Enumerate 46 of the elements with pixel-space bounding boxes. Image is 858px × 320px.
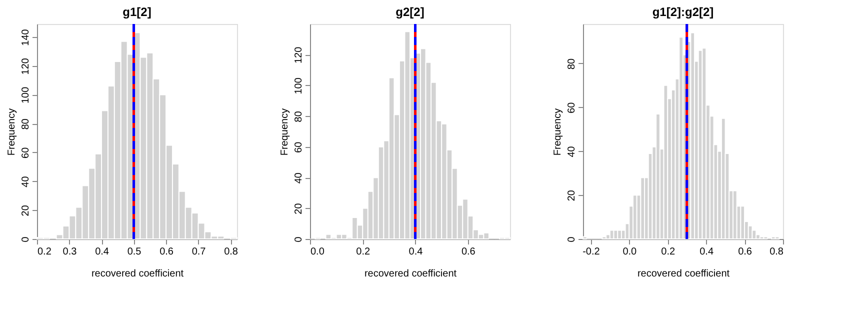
y-axis-title: Frequency [552, 108, 564, 156]
x-tick-label: 0.8 [770, 246, 784, 258]
y-tick-label: 20 [566, 190, 578, 202]
x-tick-label: 0.4 [700, 246, 714, 258]
chart-title: g1[2] [122, 4, 152, 19]
x-axis-title: recovered coefficient [637, 268, 730, 280]
y-tick-label: 20 [294, 202, 304, 214]
y-tick-label: 100 [20, 86, 32, 104]
chart-title: g2[2] [396, 4, 424, 19]
y-tick-label: 0 [566, 236, 578, 242]
x-tick-label: 0.5 [127, 246, 142, 258]
x-tick-label: 0.8 [224, 246, 238, 258]
x-axis-title: recovered coefficient [364, 268, 457, 280]
x-tick-label: 0.6 [160, 246, 174, 258]
x-tick-label: 0.6 [738, 246, 752, 258]
x-tick-label: 0.2 [661, 246, 676, 258]
y-tick-label: 80 [294, 110, 304, 122]
y-tick-label: 60 [294, 141, 304, 153]
x-tick-label: 0.0 [310, 246, 325, 258]
x-tick-label: 0.2 [38, 246, 52, 258]
y-tick-label: 0 [294, 236, 304, 242]
x-tick-label: 0.3 [62, 246, 78, 258]
y-tick-label: 20 [20, 204, 32, 216]
y-tick-label: 100 [294, 77, 304, 94]
x-tick-label: 0.7 [192, 246, 206, 258]
y-tick-label: 120 [294, 46, 304, 64]
y-tick-label: 60 [20, 146, 32, 158]
x-tick-label: -0.2 [582, 246, 600, 258]
x-tick-label: 0.6 [461, 246, 476, 258]
chart-title: g1[2]:g2[2] [652, 4, 714, 19]
y-tick-label: 80 [20, 118, 32, 130]
y-tick-label: 40 [294, 172, 304, 184]
y-tick-label: 60 [566, 102, 578, 114]
x-tick-label: 0.4 [95, 246, 110, 258]
y-axis-title: Frequency [6, 108, 18, 156]
x-tick-label: 0.4 [408, 246, 424, 258]
y-tick-label: 40 [20, 176, 32, 188]
y-tick-label: 120 [20, 58, 32, 75]
x-tick-label: 0.2 [356, 246, 371, 258]
y-tick-label: 0 [20, 236, 32, 242]
y-axis-title: Frequency [280, 108, 290, 156]
x-axis-title: recovered coefficient [91, 268, 184, 280]
y-tick-label: 80 [566, 58, 578, 70]
y-tick-label: 40 [566, 146, 578, 158]
y-tick-label: 140 [20, 28, 32, 46]
x-tick-label: 0.0 [622, 246, 638, 258]
